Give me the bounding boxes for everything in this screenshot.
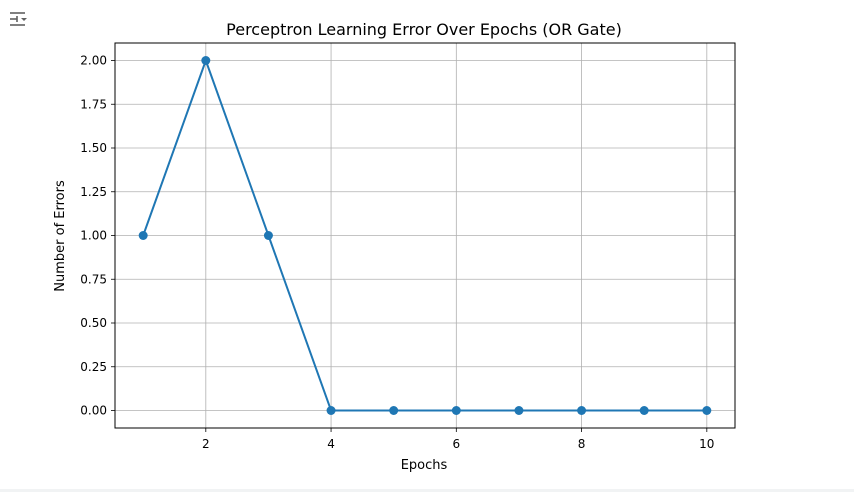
- y-tick-label: 0.50: [80, 316, 107, 330]
- chart-title: Perceptron Learning Error Over Epochs (O…: [226, 20, 622, 39]
- y-tick-label: 0.75: [80, 272, 107, 286]
- data-point: [514, 406, 524, 415]
- x-tick-label: 2: [202, 437, 210, 451]
- data-point: [639, 406, 649, 415]
- data-point: [326, 406, 336, 415]
- data-point: [201, 56, 211, 65]
- output-settings-icon-glyph: [10, 12, 27, 26]
- output-bottom-divider: [0, 489, 854, 492]
- y-tick-label: 1.00: [80, 229, 107, 243]
- x-tick-label: 6: [452, 437, 460, 451]
- series-layer: [138, 56, 712, 415]
- x-tick-label: 10: [699, 437, 714, 451]
- y-tick-label: 1.50: [80, 141, 107, 155]
- grid-layer: [115, 43, 735, 428]
- data-point: [702, 406, 712, 415]
- series-line: [142, 57, 707, 412]
- data-point: [389, 406, 399, 415]
- data-point: [263, 231, 273, 240]
- y-tick-label: 2.00: [80, 54, 107, 68]
- tick-layer: 2 4 6 8 10 0.00 0.25 0.50 0.75 1.00 1.25 1.50 1.75 2.…: [80, 54, 714, 452]
- data-point: [138, 231, 148, 240]
- output-settings-icon[interactable]: [8, 10, 30, 30]
- data-point: [451, 406, 461, 415]
- y-tick-label: 1.25: [80, 185, 107, 199]
- data-point: [577, 406, 587, 415]
- x-tick-label: 8: [578, 437, 586, 451]
- y-tick-label: 0.00: [80, 404, 107, 418]
- x-axis-label: Epochs: [401, 458, 448, 473]
- y-axis-label: Number of Errors: [53, 180, 68, 292]
- x-tick-label: 4: [327, 437, 335, 451]
- y-tick-label: 0.25: [80, 360, 107, 374]
- y-tick-label: 1.75: [80, 97, 107, 111]
